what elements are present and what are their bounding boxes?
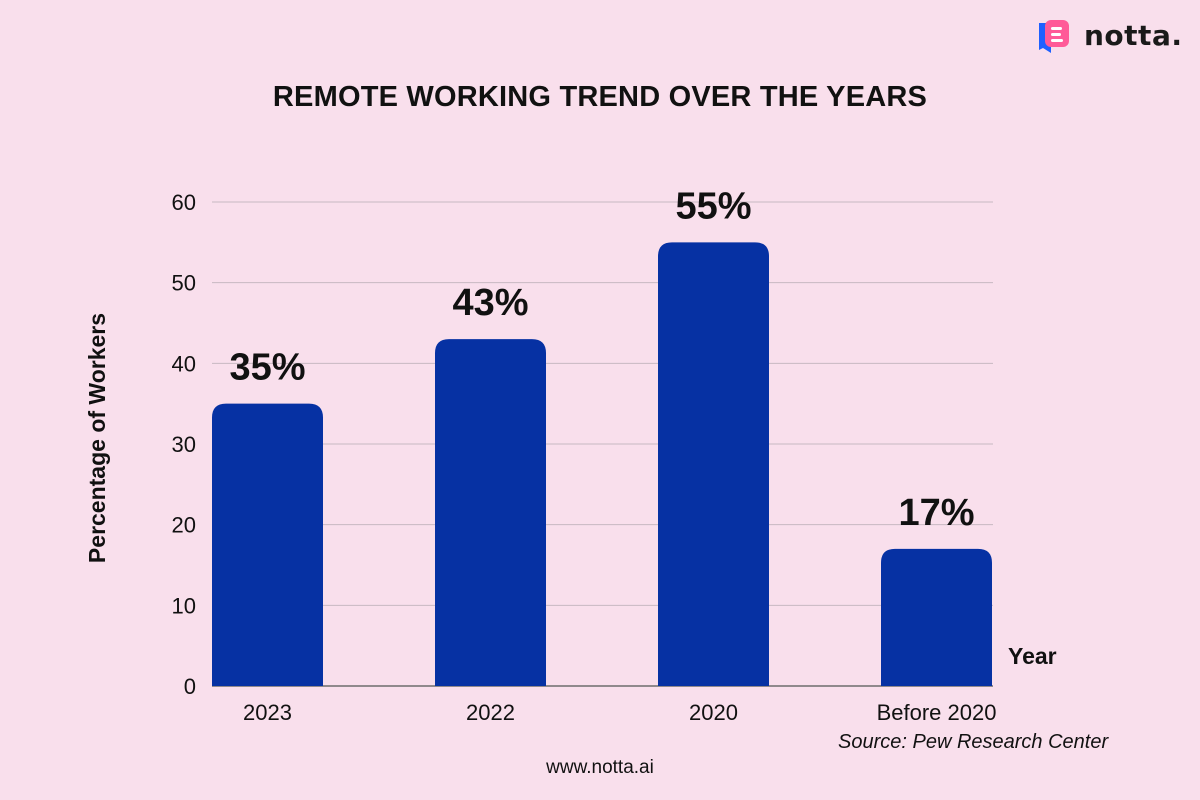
y-tick-label: 20 [172,513,196,538]
data-label: 35% [229,347,305,389]
bar-2020 [658,242,769,687]
brand-logo-group: notta. [1034,16,1184,58]
data-label: 17% [898,492,974,534]
y-axis-label: Percentage of Workers [84,313,110,563]
y-tick-label: 60 [172,190,196,215]
y-tick-label: 40 [172,351,196,376]
x-tick-label: Before 2020 [877,700,997,725]
bar-2022 [435,339,546,686]
y-tick-label: 0 [184,674,196,699]
x-tick-label: 2022 [466,700,515,725]
data-label: 55% [675,185,751,227]
x-axis-label: Year [1008,643,1057,669]
bar-2023 [212,403,323,686]
chart-title: REMOTE WORKING TREND OVER THE YEARS [272,81,928,113]
x-tick-label: 2023 [243,700,292,725]
x-tick-label: 2020 [689,700,738,725]
source-note: Source: Pew Research Center [838,731,1109,753]
y-tick-label: 30 [172,432,196,457]
notta-logo-icon [1039,20,1069,53]
y-tick-label: 10 [172,593,196,618]
footer-url: www.notta.ai [546,757,654,778]
brand-name: notta. [1084,19,1183,52]
bar-before-2020 [881,548,992,686]
data-label: 43% [452,282,528,324]
y-tick-label: 50 [172,271,196,296]
